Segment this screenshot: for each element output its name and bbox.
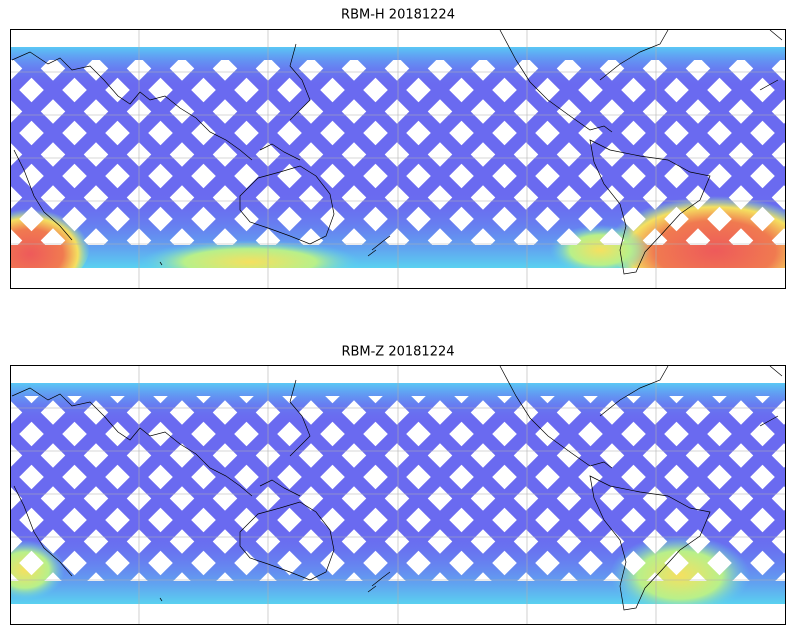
map-frame	[10, 365, 786, 625]
swath-layer	[0, 47, 794, 295]
panel-title: RBM-Z 20181224	[341, 345, 454, 360]
map-frame	[10, 29, 786, 289]
panel-title: RBM-H 20181224	[341, 8, 455, 23]
